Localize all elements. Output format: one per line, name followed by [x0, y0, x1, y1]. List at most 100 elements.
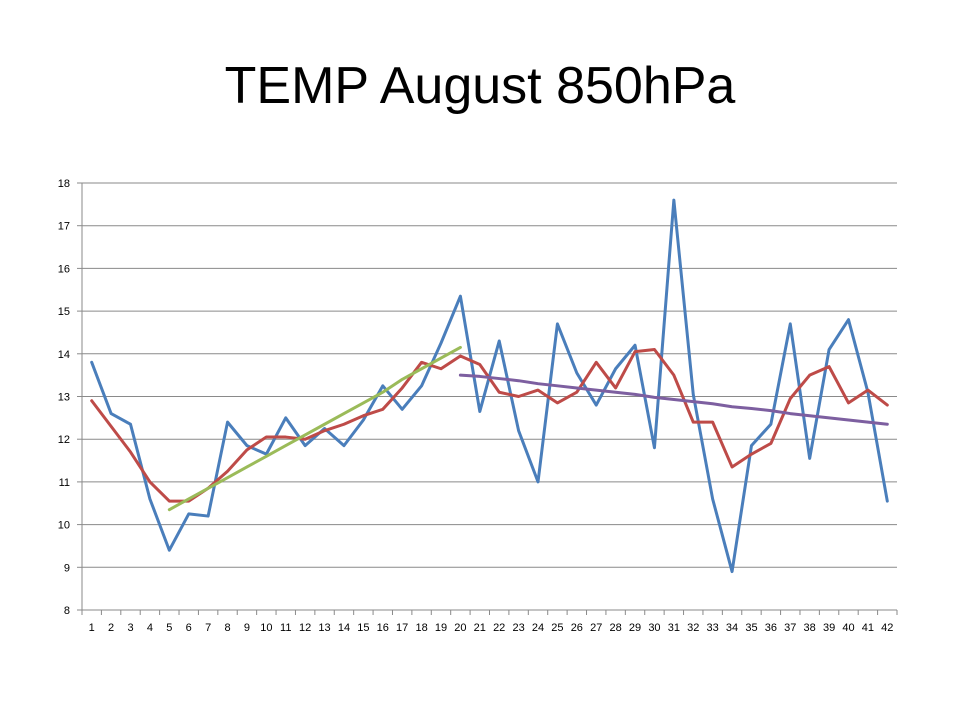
data-point: [827, 365, 831, 368]
data-point: [886, 403, 889, 407]
x-axis-ticks: 1 2 3 4 5 6 7 8 9 10 11 12 13 14 15 16 17 18 19 20 21 22 23 24 2…: [89, 622, 894, 634]
data-point: [498, 377, 501, 380]
data-point: [148, 497, 152, 501]
y-tick-label: 16: [58, 263, 70, 275]
data-point: [575, 391, 579, 394]
x-tick-label: 13: [318, 622, 330, 634]
data-point: [614, 367, 617, 370]
data-point: [245, 448, 249, 452]
x-tick-label: 21: [474, 622, 486, 634]
x-tick-label: 1: [89, 622, 95, 634]
data-point: [109, 425, 113, 428]
data-point: [769, 409, 773, 412]
data-point: [886, 423, 889, 426]
data-point: [556, 401, 559, 405]
data-point: [614, 391, 617, 394]
data-point: [420, 367, 423, 370]
data-point: [265, 455, 268, 458]
data-point: [226, 470, 229, 473]
data-point: [342, 412, 346, 415]
x-tick-label: 10: [260, 622, 272, 634]
data-point: [362, 401, 365, 405]
data-point: [595, 361, 598, 364]
data-point: [827, 348, 831, 351]
data-point: [342, 423, 346, 426]
data-point: [517, 429, 520, 432]
data-point: [789, 322, 792, 326]
x-tick-label: 37: [784, 622, 796, 634]
data-point: [381, 384, 384, 388]
data-point: [517, 379, 520, 382]
data-point: [653, 396, 656, 399]
data-point: [847, 401, 850, 405]
data-point: [866, 388, 870, 392]
data-point: [245, 465, 249, 469]
data-point: [711, 402, 714, 405]
data-point: [633, 344, 637, 347]
data-point: [595, 388, 598, 392]
x-tick-label: 35: [745, 622, 757, 634]
data-point: [187, 512, 190, 516]
y-tick-label: 15: [58, 306, 70, 318]
data-point: [633, 350, 637, 353]
data-point: [478, 363, 481, 366]
series-line-3: [167, 345, 462, 512]
data-point: [750, 444, 753, 447]
data-point: [672, 373, 676, 377]
data-point: [459, 354, 462, 358]
x-tick-label: 5: [166, 622, 172, 634]
data-point: [536, 382, 540, 385]
x-tick-label: 31: [668, 622, 680, 634]
data-point: [789, 412, 792, 415]
data-point: [400, 386, 404, 390]
data-point: [750, 407, 753, 410]
data-point: [381, 391, 384, 394]
data-point: [653, 348, 656, 351]
data-point: [148, 480, 152, 484]
x-tick-label: 8: [224, 622, 230, 634]
y-tick-label: 11: [59, 477, 70, 489]
data-point: [711, 497, 714, 501]
data-point: [730, 570, 734, 573]
data-point: [730, 465, 734, 469]
data-point: [459, 346, 462, 349]
x-tick-label: 9: [244, 622, 250, 634]
series-line-1: [90, 198, 889, 574]
slide-title: TEMP August 850hPa: [224, 57, 736, 115]
data-point: [517, 395, 520, 398]
x-tick-label: 18: [415, 622, 427, 634]
data-point: [90, 399, 93, 402]
data-point: [536, 480, 540, 484]
data-point: [769, 423, 773, 426]
x-tick-label: 17: [396, 622, 408, 634]
data-point: [206, 514, 210, 518]
data-point: [284, 435, 287, 439]
x-tick-label: 14: [338, 622, 350, 634]
data-point: [478, 375, 481, 378]
data-point: [265, 435, 268, 439]
x-tick-label: 12: [299, 622, 311, 634]
data-point: [575, 371, 579, 375]
data-point: [750, 452, 753, 456]
data-point: [478, 410, 481, 413]
data-point: [400, 378, 404, 381]
axes: [77, 182, 898, 615]
data-point: [206, 487, 210, 490]
x-tick-label: 41: [862, 622, 874, 634]
x-tick-label: 4: [147, 622, 153, 634]
y-tick-label: 14: [58, 349, 70, 361]
x-tick-label: 3: [127, 622, 133, 634]
series-lines: [90, 198, 889, 574]
x-tick-label: 25: [551, 622, 563, 634]
data-point: [808, 457, 811, 460]
data-point: [575, 386, 579, 390]
data-point: [653, 446, 656, 449]
data-point: [303, 444, 307, 447]
data-point: [226, 420, 229, 424]
data-point: [692, 400, 695, 403]
x-tick-label: 34: [726, 622, 738, 634]
x-tick-label: 36: [765, 622, 777, 634]
y-tick-label: 12: [58, 434, 70, 446]
x-tick-label: 38: [804, 622, 816, 634]
